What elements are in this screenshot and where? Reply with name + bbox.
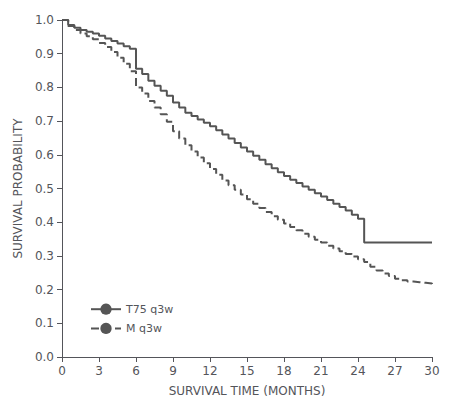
svg-text:0.5: 0.5 — [35, 182, 54, 196]
svg-text:0.3: 0.3 — [35, 249, 54, 263]
svg-text:0.1: 0.1 — [35, 316, 54, 330]
svg-text:M q3w: M q3w — [126, 322, 162, 335]
svg-text:12: 12 — [202, 364, 217, 378]
svg-text:24: 24 — [350, 364, 365, 378]
svg-text:6: 6 — [132, 364, 140, 378]
svg-text:0.2: 0.2 — [35, 283, 54, 297]
svg-text:3: 3 — [95, 364, 103, 378]
svg-text:30: 30 — [424, 364, 439, 378]
svg-text:T75 q3w: T75 q3w — [125, 303, 173, 316]
svg-text:21: 21 — [313, 364, 328, 378]
svg-text:0.7: 0.7 — [35, 114, 54, 128]
svg-text:0.4: 0.4 — [35, 215, 54, 229]
svg-text:27: 27 — [387, 364, 402, 378]
svg-text:0: 0 — [58, 364, 66, 378]
svg-text:1.0: 1.0 — [35, 13, 54, 27]
svg-text:18: 18 — [276, 364, 291, 378]
svg-text:0.6: 0.6 — [35, 148, 54, 162]
svg-text:15: 15 — [239, 364, 254, 378]
svg-text:SURVIVAL TIME (MONTHS): SURVIVAL TIME (MONTHS) — [169, 384, 326, 398]
svg-text:SURVIVAL PROBABILITY: SURVIVAL PROBABILITY — [11, 118, 25, 259]
svg-text:0.0: 0.0 — [35, 350, 54, 364]
svg-text:0.8: 0.8 — [35, 80, 54, 94]
svg-text:9: 9 — [169, 364, 177, 378]
svg-text:0.9: 0.9 — [35, 47, 54, 61]
